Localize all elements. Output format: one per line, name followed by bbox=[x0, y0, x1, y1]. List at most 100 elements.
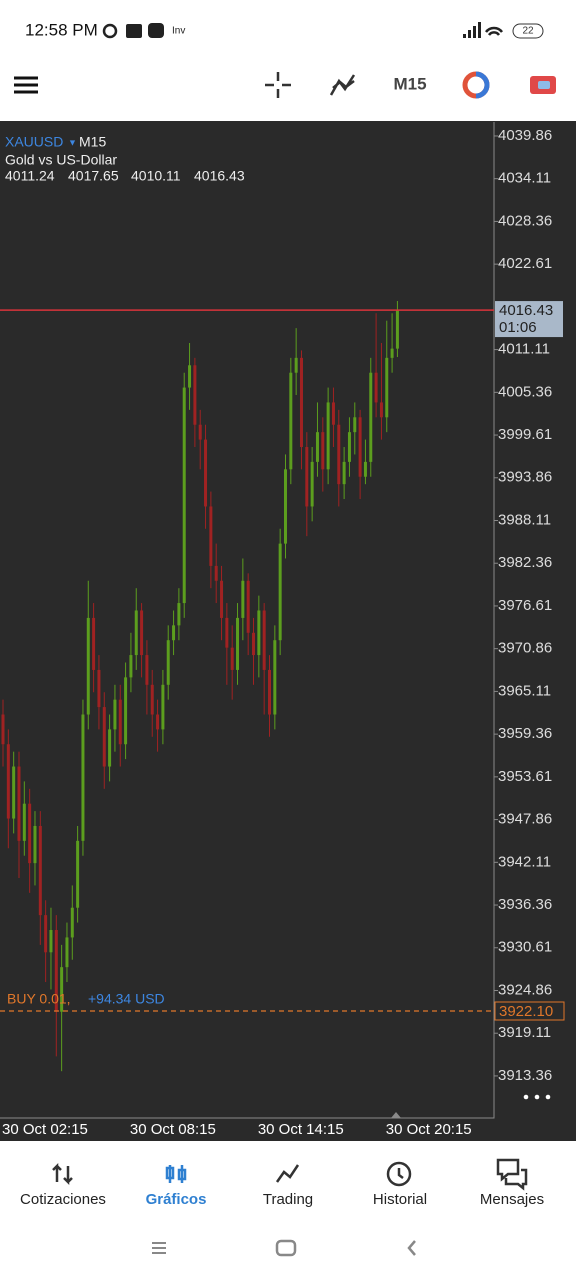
sys-menu[interactable] bbox=[152, 1242, 166, 1254]
candle-body bbox=[49, 930, 53, 953]
candle-body bbox=[252, 632, 256, 656]
menu-icon[interactable] bbox=[14, 76, 38, 94]
candle-body bbox=[140, 610, 144, 656]
tab-label[interactable]: Historial bbox=[373, 1191, 427, 1208]
candle-body bbox=[289, 372, 293, 470]
sys-home[interactable] bbox=[275, 1239, 297, 1257]
y-tick-label: 4028.36 bbox=[498, 212, 552, 229]
battery-icon bbox=[512, 23, 544, 39]
y-tick-label: 3982.36 bbox=[498, 554, 552, 571]
y-tick-label: 3919.11 bbox=[498, 1024, 551, 1041]
candle-body bbox=[342, 461, 346, 485]
status-icon bbox=[148, 23, 164, 38]
crosshair-icon[interactable] bbox=[265, 72, 291, 98]
candle-body bbox=[38, 825, 42, 916]
tab-label[interactable]: Trading bbox=[263, 1191, 313, 1208]
candle-body bbox=[54, 930, 58, 1012]
more-dot[interactable] bbox=[523, 1094, 529, 1100]
y-tick-label: 3970.86 bbox=[498, 640, 552, 657]
candle-body bbox=[379, 402, 383, 418]
trade-icon[interactable] bbox=[538, 81, 550, 89]
candle-body bbox=[6, 744, 10, 819]
more-dot[interactable] bbox=[545, 1094, 551, 1100]
tab-label[interactable]: Mensajes bbox=[480, 1191, 544, 1208]
y-tick-label: 3953.61 bbox=[498, 768, 552, 785]
candle-body bbox=[92, 617, 96, 670]
x-tick-label: 30 Oct 14:15 bbox=[258, 1121, 344, 1138]
charts-icon[interactable] bbox=[177, 1168, 187, 1181]
candle-body bbox=[246, 580, 250, 633]
y-tick-label: 3942.11 bbox=[498, 853, 551, 870]
timeframe-button[interactable]: M15 bbox=[393, 74, 426, 93]
candle-body bbox=[97, 669, 101, 708]
candle-body bbox=[118, 699, 122, 745]
candle-body bbox=[347, 432, 351, 462]
candle-body bbox=[385, 357, 389, 418]
candle-body bbox=[358, 417, 362, 477]
chart-bg bbox=[0, 121, 576, 1141]
candle-body bbox=[369, 372, 373, 462]
ohlc-open: 4011.24 bbox=[5, 168, 55, 184]
y-tick-label: 3930.61 bbox=[498, 939, 552, 956]
position-box bbox=[494, 1001, 565, 1021]
candle-body bbox=[124, 677, 128, 745]
status-time: 12:58 PM bbox=[25, 20, 98, 39]
sys-back[interactable] bbox=[407, 1240, 416, 1256]
y-tick-label: 3976.61 bbox=[498, 597, 552, 614]
candle-body bbox=[28, 803, 32, 864]
tab-label[interactable]: Gráficos bbox=[146, 1191, 207, 1208]
candle-body bbox=[113, 699, 117, 730]
status-icon bbox=[126, 24, 142, 38]
y-tick-label: 3959.36 bbox=[498, 725, 552, 742]
position-price: 3922.10 bbox=[499, 1003, 553, 1020]
candle-body bbox=[278, 543, 282, 641]
indicators-icon[interactable] bbox=[329, 74, 356, 96]
tab-label[interactable]: Cotizaciones bbox=[20, 1191, 106, 1208]
candle-body bbox=[321, 432, 325, 470]
candle-body bbox=[310, 461, 314, 507]
countdown: 01:06 bbox=[499, 319, 537, 336]
y-tick-label: 3936.36 bbox=[498, 896, 552, 913]
chart-timeframe: M15 bbox=[79, 134, 106, 150]
candle-body bbox=[363, 461, 367, 477]
candle-body bbox=[225, 617, 229, 648]
candle-body bbox=[236, 617, 240, 670]
y-tick-label: 4039.86 bbox=[498, 127, 552, 144]
ohlc-close: 4016.43 bbox=[194, 168, 245, 184]
candle-body bbox=[220, 580, 224, 618]
quotes-icon[interactable] bbox=[52, 1162, 73, 1186]
x-tick-label: 30 Oct 20:15 bbox=[386, 1121, 472, 1138]
candle-body bbox=[209, 506, 213, 566]
battery-level: 22 bbox=[522, 26, 534, 37]
candle-body bbox=[198, 424, 202, 440]
candle-body bbox=[172, 625, 176, 641]
status-icon: Inv bbox=[172, 26, 185, 37]
candle-body bbox=[294, 357, 298, 373]
y-tick-label: 4034.11 bbox=[498, 170, 551, 187]
charts-icon[interactable] bbox=[165, 1166, 175, 1180]
history-icon[interactable] bbox=[386, 1161, 412, 1187]
symbol[interactable]: XAUUSD bbox=[5, 134, 63, 150]
candle-body bbox=[188, 365, 192, 388]
x-tick-label: 30 Oct 08:15 bbox=[130, 1121, 216, 1138]
description: Gold vs US-Dollar bbox=[5, 152, 117, 168]
candle-body bbox=[102, 707, 106, 767]
candle-body bbox=[268, 669, 271, 715]
candle-body bbox=[241, 580, 245, 618]
candle-body bbox=[390, 348, 394, 358]
candle-body bbox=[1, 714, 5, 745]
candle-body bbox=[81, 714, 85, 841]
objects-icon[interactable] bbox=[475, 71, 490, 99]
signal-icon bbox=[463, 22, 481, 38]
symbol-arrow[interactable]: ▼ bbox=[68, 137, 77, 147]
history-icon[interactable] bbox=[397, 1168, 404, 1179]
messages-icon[interactable] bbox=[496, 1158, 528, 1191]
more-dot[interactable] bbox=[534, 1094, 540, 1100]
x-tick-label: 30 Oct 02:15 bbox=[2, 1121, 88, 1138]
candle-body bbox=[129, 655, 133, 678]
trading-icon[interactable] bbox=[275, 1164, 300, 1183]
candle-body bbox=[177, 603, 181, 626]
candle-body bbox=[193, 365, 197, 425]
candle-body bbox=[134, 610, 138, 656]
